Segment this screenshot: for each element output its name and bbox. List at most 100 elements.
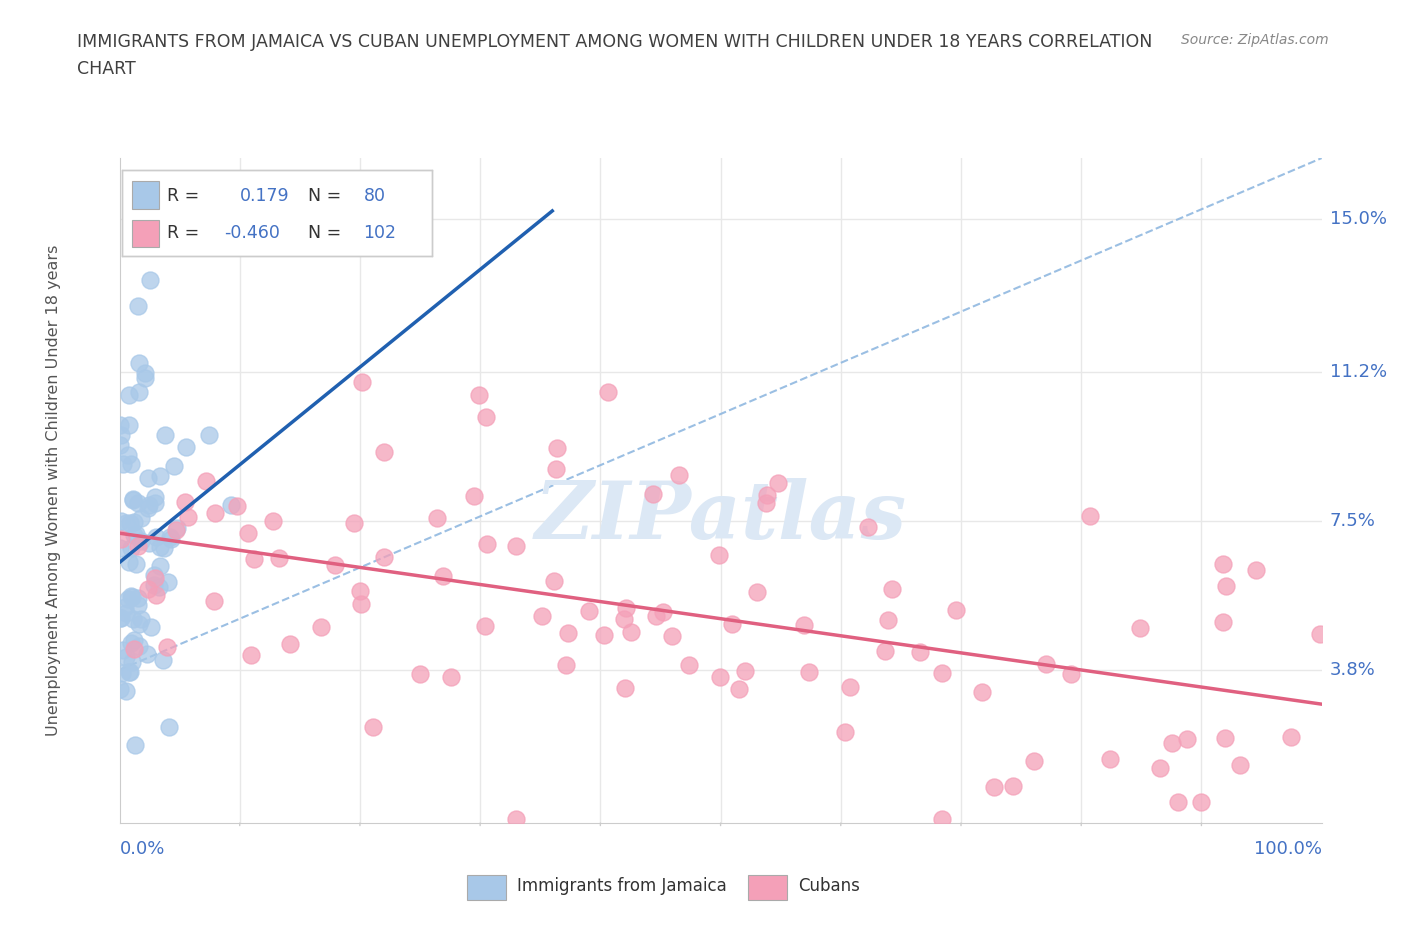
Text: R =: R = (167, 187, 200, 205)
Point (117, 448, 139, 463)
Text: 102: 102 (364, 223, 396, 242)
Point (530, 609, 553, 624)
Point (194, 473, 217, 488)
Text: R =: R = (167, 223, 200, 242)
Text: N =: N = (308, 223, 342, 242)
Point (474, 409, 496, 424)
Point (1060, 667, 1083, 682)
Point (240, 647, 263, 662)
Point (546, 461, 568, 476)
Point (177, 510, 200, 525)
Point (426, 511, 449, 525)
Point (1035, 657, 1057, 671)
Point (143, 570, 166, 585)
Point (176, 440, 198, 455)
Point (118, 664, 141, 679)
Text: Cubans: Cubans (799, 877, 860, 895)
Point (1279, 730, 1302, 745)
Point (945, 602, 967, 617)
Point (138, 498, 160, 512)
Point (149, 558, 172, 573)
Point (547, 441, 569, 456)
Point (613, 612, 636, 627)
Point (129, 511, 152, 525)
Point (143, 567, 166, 582)
Point (118, 664, 141, 679)
Point (614, 680, 637, 695)
Point (799, 665, 821, 680)
FancyBboxPatch shape (132, 219, 159, 247)
Point (138, 536, 160, 551)
Point (596, 385, 619, 400)
Point (122, 493, 145, 508)
Point (350, 596, 373, 611)
Text: Unemployment Among Women with Children Under 18 years: Unemployment Among Women with Children U… (46, 245, 60, 737)
Point (134, 371, 156, 386)
Point (157, 574, 180, 589)
Point (128, 617, 150, 631)
Point (1002, 778, 1025, 793)
Point (474, 618, 496, 633)
Point (120, 541, 142, 556)
Text: N =: N = (308, 187, 342, 205)
Point (122, 527, 145, 542)
Point (644, 608, 666, 623)
Point (156, 640, 179, 655)
Point (439, 670, 461, 684)
Point (983, 779, 1005, 794)
Point (114, 600, 136, 615)
Point (121, 655, 143, 670)
Point (148, 539, 170, 554)
Point (1078, 509, 1101, 524)
FancyBboxPatch shape (132, 181, 159, 208)
Point (148, 579, 170, 594)
Point (120, 516, 142, 531)
Point (877, 613, 900, 628)
Point (1149, 761, 1171, 776)
Point (141, 620, 163, 635)
Point (620, 625, 643, 640)
Point (143, 578, 166, 592)
Point (115, 515, 138, 530)
Point (543, 573, 565, 588)
Point (110, 611, 132, 626)
Point (118, 388, 141, 403)
Point (373, 550, 395, 565)
Point (118, 418, 141, 432)
Point (1022, 753, 1045, 768)
Point (127, 539, 149, 554)
Point (709, 548, 731, 563)
Point (1167, 794, 1189, 809)
Text: 0.179: 0.179 (240, 187, 290, 205)
Text: Source: ZipAtlas.com: Source: ZipAtlas.com (1181, 33, 1329, 46)
Point (267, 551, 290, 565)
Point (114, 649, 136, 664)
Point (477, 537, 499, 551)
Point (115, 684, 138, 698)
Point (554, 658, 576, 672)
Text: ZIPatlas: ZIPatlas (534, 478, 907, 556)
Point (908, 644, 931, 659)
Point (350, 375, 373, 390)
Point (309, 619, 332, 634)
Point (1309, 626, 1331, 641)
Point (160, 531, 183, 546)
Point (122, 514, 145, 529)
Point (111, 666, 134, 681)
Point (1215, 578, 1237, 593)
Point (120, 457, 142, 472)
Point (432, 569, 454, 584)
Point (839, 680, 862, 695)
Point (793, 618, 815, 632)
Point (117, 591, 139, 606)
Text: IMMIGRANTS FROM JAMAICA VS CUBAN UNEMPLOYMENT AMONG WOMEN WITH CHILDREN UNDER 18: IMMIGRANTS FROM JAMAICA VS CUBAN UNEMPLO… (77, 33, 1153, 50)
FancyBboxPatch shape (748, 875, 787, 900)
Point (110, 611, 132, 626)
Point (204, 506, 226, 521)
Point (709, 670, 731, 684)
Point (136, 581, 159, 596)
Point (614, 601, 637, 616)
Point (202, 594, 225, 609)
Point (108, 437, 131, 452)
Point (118, 555, 141, 570)
